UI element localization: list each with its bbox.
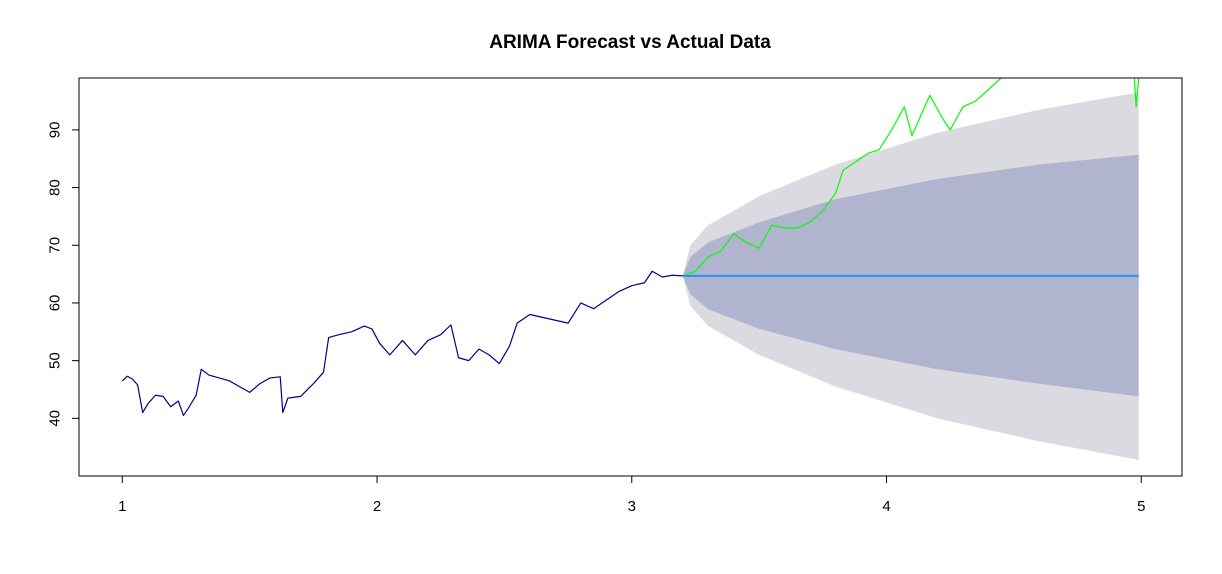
x-tick-label-4: 4 <box>882 498 890 515</box>
y-tick-label-60: 60 <box>47 295 64 312</box>
y-tick-label-80: 80 <box>47 179 64 196</box>
y-tick-label-40: 40 <box>47 410 64 427</box>
x-tick-label-2: 2 <box>373 498 381 515</box>
chart-title: ARIMA Forecast vs Actual Data <box>489 32 771 53</box>
y-tick-label-70: 70 <box>47 237 64 254</box>
x-tick-label-5: 5 <box>1137 498 1145 515</box>
actual-series-line <box>682 78 1140 277</box>
history-series-line <box>121 270 683 417</box>
y-tick-label-90: 90 <box>47 122 64 139</box>
x-tick-label-3: 3 <box>628 498 636 515</box>
y-tick-label-50: 50 <box>47 352 64 369</box>
x-tick-label-1: 1 <box>118 498 126 515</box>
